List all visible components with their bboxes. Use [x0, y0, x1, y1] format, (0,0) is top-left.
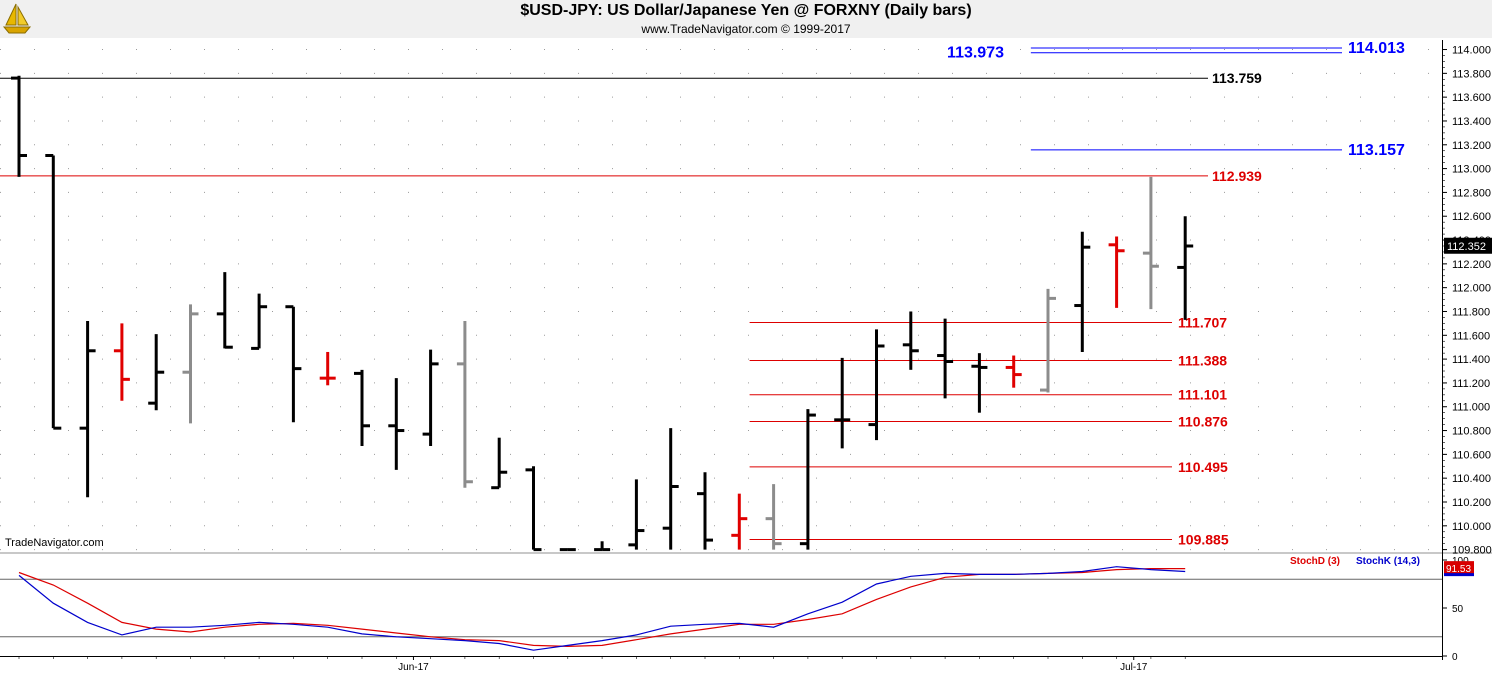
- price-tick-label: 112.600: [1452, 211, 1491, 223]
- chart-header: $USD-JPY: US Dollar/Japanese Yen @ FORXN…: [0, 0, 1492, 38]
- chart-area: TradeNavigator.com 114.013 113.973 113.759 1…: [0, 38, 1492, 677]
- ohlc-bar: [354, 369, 370, 447]
- price-tick-label: 110.000: [1452, 521, 1491, 533]
- ohlc-bar: [662, 428, 679, 550]
- ohlc-bar: [216, 272, 233, 349]
- stoch-value-label: 91.53: [1446, 564, 1471, 575]
- ohlc-bar: [697, 472, 713, 550]
- ohlc-bar: [559, 548, 576, 552]
- ohlc-bar: [285, 305, 302, 423]
- ohlc-bar: [251, 293, 268, 350]
- watermark-text: TradeNavigator.com: [5, 537, 104, 549]
- ohlc-bar: [113, 323, 130, 401]
- ohlc-bar: [799, 409, 816, 550]
- last-price-label: 112.352: [1447, 241, 1486, 253]
- stoch-tick-label: 50: [1452, 604, 1464, 615]
- price-tick-label: 112.000: [1452, 283, 1491, 295]
- price-tick-label: 110.200: [1452, 497, 1491, 509]
- level-label: 109.885: [1178, 531, 1229, 547]
- sailboat-logo-icon: [2, 3, 32, 34]
- stoch-panel-bg: [0, 560, 1442, 656]
- level-label: 113.759: [1212, 70, 1262, 86]
- ohlc-bar: [422, 349, 439, 447]
- price-tick-label: 113.400: [1452, 116, 1491, 128]
- price-tick-label: 112.200: [1452, 259, 1491, 271]
- ohlc-bar: [594, 541, 611, 552]
- ohlc-bar: [45, 153, 62, 430]
- ohlc-bar: [1005, 355, 1022, 388]
- ohlc-bar: [628, 479, 645, 550]
- price-tick-label: 111.000: [1452, 402, 1490, 414]
- ohlc-bar: [731, 493, 748, 550]
- ohlc-bar: [319, 351, 336, 386]
- ohlc-bar: [1108, 236, 1125, 308]
- stoch-value-badge-k: [1444, 573, 1474, 577]
- price-tick-label: 110.400: [1452, 473, 1491, 485]
- price-tick-label: 110.600: [1452, 449, 1491, 461]
- ohlc-bar: [491, 437, 508, 490]
- price-tick-label: 112.800: [1452, 187, 1491, 199]
- ohlc-bar: [902, 311, 919, 370]
- price-tick-label: 113.200: [1452, 140, 1491, 152]
- ohlc-bar: [868, 329, 885, 441]
- price-tick-label: 109.800: [1452, 545, 1492, 557]
- level-label: 111.388: [1178, 353, 1227, 369]
- ohlc-bar: [971, 353, 988, 413]
- time-tick-label: Jul-17: [1120, 662, 1148, 673]
- last-price-badge: [1444, 237, 1492, 254]
- level-label: 113.973: [947, 45, 1004, 62]
- price-tick-label: 111.400: [1452, 354, 1490, 366]
- level-label: 111.707: [1178, 315, 1227, 331]
- level-label: 113.157: [1348, 142, 1405, 159]
- ohlc-bar: [1074, 231, 1091, 352]
- stoch-d-legend: StochD (3): [1290, 556, 1340, 567]
- chart-subtitle: www.TradeNavigator.com © 1999-2017: [641, 22, 851, 36]
- time-tick-label: Jun-17: [398, 662, 429, 673]
- ohlc-bar: [79, 321, 96, 498]
- ohlc-bar: [765, 484, 782, 550]
- ohlc-bar: [148, 334, 165, 411]
- ohlc-bar: [937, 318, 954, 399]
- ohlc-bar: [1142, 176, 1159, 310]
- ohlc-bar: [388, 378, 405, 470]
- price-tick-label: 111.600: [1452, 330, 1490, 342]
- ohlc-bar: [834, 357, 851, 449]
- level-label: 110.876: [1178, 413, 1228, 429]
- ohlc-bar: [1040, 288, 1056, 393]
- price-tick-label: 111.200: [1452, 378, 1490, 390]
- price-tick-label: 113.000: [1452, 164, 1491, 176]
- chart-title: $USD-JPY: US Dollar/Japanese Yen @ FORXN…: [520, 2, 972, 19]
- level-label: 111.101: [1178, 387, 1227, 403]
- price-tick-label: 114.000: [1452, 45, 1491, 57]
- ohlc-bar: [525, 466, 542, 552]
- ohlc-bar: [1177, 216, 1194, 320]
- level-label: 114.013: [1348, 40, 1405, 57]
- stoch-k-line: [18, 566, 1186, 651]
- stoch-value-badge: [1444, 561, 1474, 576]
- level-label: 110.495: [1178, 459, 1228, 475]
- level-label: 112.939: [1212, 168, 1262, 184]
- stoch-tick-label: 0: [1452, 652, 1458, 663]
- price-tick-label: 111.800: [1452, 306, 1490, 318]
- price-panel-bg: [0, 40, 1442, 552]
- price-tick-label: 113.800: [1452, 68, 1491, 80]
- stoch-k-legend: StochK (14,3): [1356, 556, 1420, 567]
- price-tick-label: 110.800: [1452, 426, 1491, 438]
- price-tick-label: 113.600: [1452, 92, 1491, 104]
- ohlc-bar: [11, 75, 27, 177]
- ohlc-bar: [182, 304, 199, 424]
- ohlc-bar: [456, 321, 473, 488]
